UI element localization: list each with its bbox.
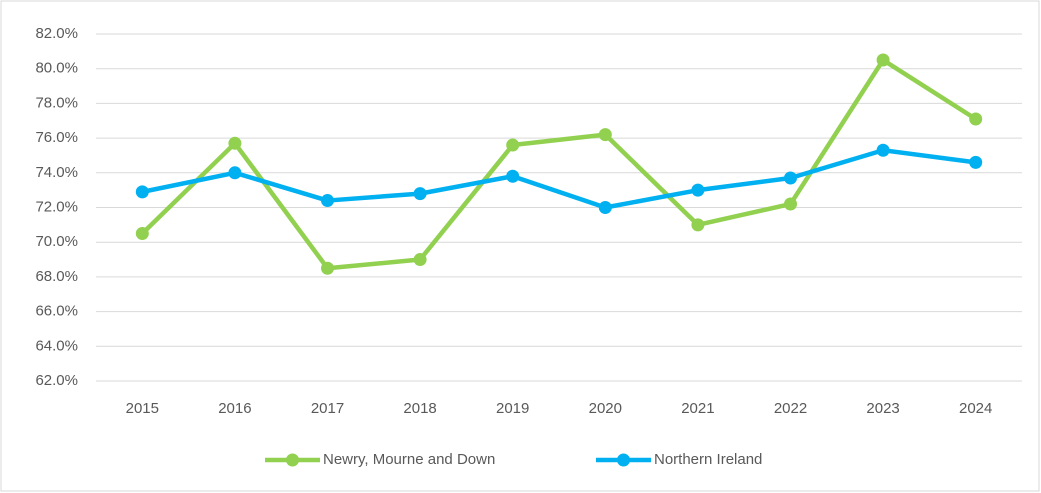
- y-tick-label: 78.0%: [35, 94, 78, 111]
- legend-marker: [286, 453, 299, 467]
- x-tick-label: 2018: [403, 400, 436, 417]
- x-tick-label: 2017: [311, 400, 344, 417]
- x-tick-label: 2023: [866, 400, 899, 417]
- point: [506, 169, 520, 183]
- x-tick-label: 2021: [681, 400, 714, 417]
- point: [413, 253, 427, 267]
- y-tick-label: 72.0%: [35, 198, 78, 215]
- point: [598, 201, 612, 214]
- x-tick-label: 2016: [218, 400, 251, 417]
- y-tick-label: 68.0%: [35, 268, 78, 285]
- point: [691, 218, 705, 232]
- point: [321, 194, 334, 208]
- series-line: [140, 57, 977, 271]
- point: [135, 227, 149, 241]
- point: [228, 136, 242, 150]
- y-tick-label: 64.0%: [35, 337, 78, 354]
- point: [969, 112, 983, 126]
- y-tick-label: 74.0%: [35, 164, 78, 181]
- legend-marker: [617, 453, 630, 467]
- legend-label: Newry, Mourne and Down: [323, 451, 495, 468]
- point: [228, 166, 242, 180]
- y-tick-label: 62.0%: [35, 372, 78, 389]
- x-tick-label: 2015: [126, 400, 159, 417]
- point: [321, 261, 334, 275]
- point: [691, 183, 705, 197]
- point: [598, 128, 612, 142]
- point: [506, 138, 520, 152]
- point: [969, 155, 983, 169]
- point: [784, 171, 797, 185]
- x-tick-label: 2024: [959, 400, 992, 417]
- x-tick-label: 2019: [496, 400, 529, 417]
- point: [876, 53, 890, 67]
- y-tick-label: 82.0%: [35, 25, 78, 42]
- y-tick-label: 76.0%: [35, 129, 78, 146]
- legend-label: Northern Ireland: [654, 451, 762, 468]
- point: [784, 197, 797, 211]
- point: [413, 187, 427, 201]
- series-line: [141, 147, 976, 210]
- point: [876, 143, 890, 157]
- y-tick-label: 80.0%: [35, 60, 78, 77]
- point: [135, 185, 149, 199]
- x-tick-label: 2020: [589, 400, 622, 417]
- x-tick-label: 2022: [774, 400, 807, 417]
- y-tick-label: 66.0%: [35, 303, 78, 320]
- y-tick-label: 70.0%: [35, 233, 78, 250]
